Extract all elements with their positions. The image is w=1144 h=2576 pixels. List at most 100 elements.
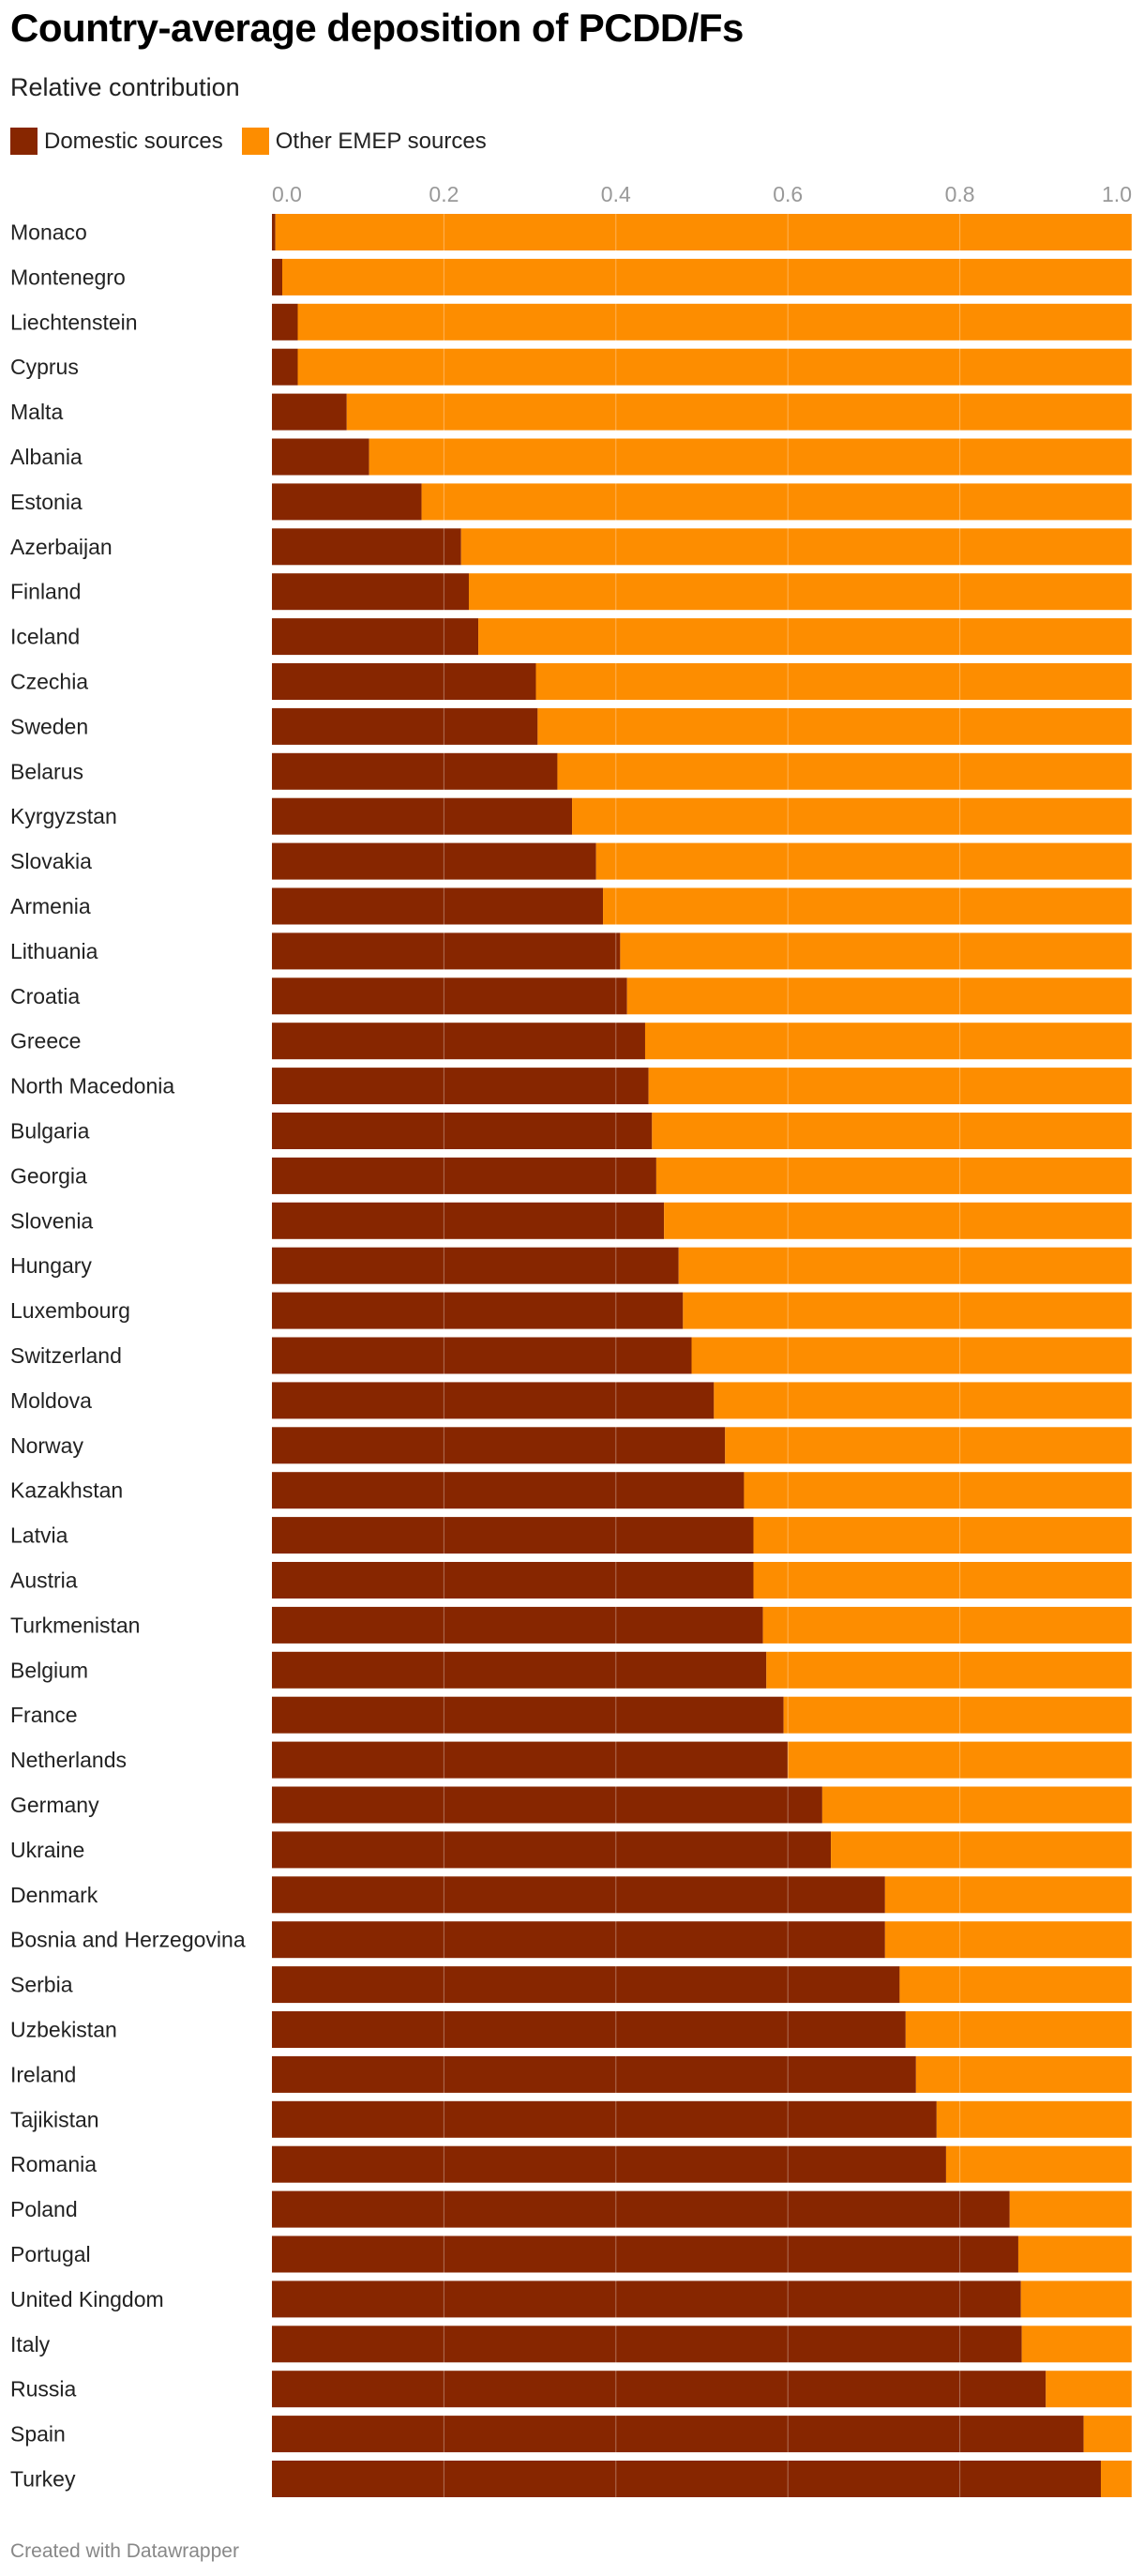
bar-domestic bbox=[272, 2461, 1101, 2497]
bar-other bbox=[1046, 2371, 1132, 2408]
bar-other bbox=[369, 438, 1133, 476]
bar-domestic bbox=[272, 1247, 679, 1284]
category-label: Poland bbox=[10, 2197, 78, 2221]
bar-other bbox=[460, 528, 1132, 566]
bar-domestic bbox=[272, 348, 298, 386]
legend-label-domestic: Domestic sources bbox=[44, 128, 223, 154]
bar-domestic bbox=[272, 1966, 900, 2004]
bar-other bbox=[282, 258, 1132, 295]
bar-other bbox=[537, 707, 1132, 745]
bar-domestic bbox=[272, 1472, 745, 1509]
category-label: Turkey bbox=[10, 2467, 76, 2492]
bar-domestic bbox=[272, 1427, 726, 1464]
bar-domestic bbox=[272, 1921, 885, 1959]
bar-other bbox=[535, 663, 1132, 700]
bar-other bbox=[664, 1202, 1132, 1239]
category-label: Albania bbox=[10, 445, 83, 469]
bar-domestic bbox=[272, 1517, 754, 1554]
category-label: Spain bbox=[10, 2422, 66, 2447]
bar-other bbox=[1100, 2461, 1132, 2497]
bar-domestic bbox=[272, 2055, 916, 2093]
x-tick-label: 0.2 bbox=[429, 182, 459, 206]
category-label: Serbia bbox=[10, 1973, 73, 1997]
bar-other bbox=[683, 1292, 1132, 1329]
bar-other bbox=[346, 393, 1132, 431]
bar-other bbox=[1009, 2190, 1132, 2228]
x-tick-label: 0.6 bbox=[773, 182, 803, 206]
bar-other bbox=[762, 1606, 1132, 1644]
bar-other bbox=[678, 1247, 1132, 1284]
bar-domestic bbox=[272, 1382, 715, 1419]
bar-other bbox=[753, 1517, 1132, 1554]
bar-other bbox=[714, 1382, 1132, 1419]
bar-domestic bbox=[272, 2326, 1022, 2363]
category-label: Malta bbox=[10, 400, 63, 424]
chart-subtitle: Relative contribution bbox=[10, 73, 240, 101]
category-label: Croatia bbox=[10, 984, 80, 1008]
bar-other bbox=[1021, 2326, 1132, 2363]
bar-other bbox=[652, 1113, 1132, 1149]
bar-domestic bbox=[272, 1831, 832, 1869]
category-label: Sweden bbox=[10, 714, 88, 738]
bar-other bbox=[297, 348, 1132, 386]
category-label: Cyprus bbox=[10, 355, 79, 379]
footer-credit: Created with Datawrapper bbox=[10, 2540, 239, 2562]
category-label: United Kingdom bbox=[10, 2287, 164, 2311]
stacked-bar-chart: 0.0 0.2 0.4 0.6 0.8 1.0 Monaco Montenegro Liecht… bbox=[10, 182, 1133, 2497]
legend: Domestic sources Other EMEP sources bbox=[10, 128, 505, 155]
category-label: Tajikistan bbox=[10, 2107, 99, 2131]
bar-other bbox=[655, 1157, 1132, 1194]
bar-domestic bbox=[272, 618, 479, 656]
category-label: Kyrgyzstan bbox=[10, 804, 117, 828]
bar-domestic bbox=[272, 214, 276, 250]
bar-other bbox=[788, 1741, 1132, 1779]
category-label: Slovenia bbox=[10, 1208, 93, 1233]
bar-domestic bbox=[272, 1696, 784, 1734]
bar-domestic bbox=[272, 1023, 645, 1060]
bar-domestic bbox=[272, 438, 369, 476]
category-label: Hungary bbox=[10, 1253, 92, 1278]
bar-domestic bbox=[272, 2371, 1046, 2408]
category-label: Greece bbox=[10, 1029, 81, 1053]
bar-domestic bbox=[272, 1337, 692, 1374]
bar-other bbox=[275, 214, 1133, 250]
category-label: Turkmenistan bbox=[10, 1613, 140, 1637]
bar-domestic bbox=[272, 393, 347, 431]
category-label: Portugal bbox=[10, 2242, 91, 2266]
bar-other bbox=[557, 752, 1132, 790]
category-label: Iceland bbox=[10, 625, 80, 649]
bar-domestic bbox=[272, 483, 422, 521]
category-label: Azerbaijan bbox=[10, 535, 113, 559]
bar-domestic bbox=[272, 1651, 767, 1689]
bar-other bbox=[572, 797, 1132, 835]
bar-other bbox=[644, 1023, 1132, 1060]
bar-domestic bbox=[272, 528, 461, 566]
bar-other bbox=[915, 2055, 1132, 2093]
bar-other bbox=[884, 1876, 1132, 1914]
bar-other bbox=[1020, 2281, 1132, 2318]
category-label: Italy bbox=[10, 2332, 51, 2356]
bar-domestic bbox=[272, 2190, 1010, 2228]
bar-domestic bbox=[272, 932, 621, 970]
bar-domestic bbox=[272, 2011, 906, 2048]
bar-domestic bbox=[272, 707, 538, 745]
bar-other bbox=[421, 483, 1133, 521]
category-label: Latvia bbox=[10, 1523, 68, 1548]
category-label: Germany bbox=[10, 1793, 99, 1817]
category-label: Armenia bbox=[10, 894, 91, 918]
bar-other bbox=[783, 1696, 1132, 1734]
legend-item-domestic: Domestic sources bbox=[10, 128, 223, 155]
bar-other bbox=[766, 1651, 1132, 1689]
bar-other bbox=[691, 1337, 1132, 1374]
bar-domestic bbox=[272, 752, 558, 790]
category-label: Kazakhstan bbox=[10, 1478, 123, 1503]
category-label: Georgia bbox=[10, 1163, 87, 1188]
bar-other bbox=[595, 842, 1132, 880]
category-label: Lithuania bbox=[10, 939, 98, 963]
bar-other bbox=[945, 2145, 1132, 2183]
bar-other bbox=[478, 618, 1133, 656]
bar-domestic bbox=[272, 1202, 665, 1239]
bar-other bbox=[626, 977, 1132, 1015]
x-tick-label: 1.0 bbox=[1102, 182, 1132, 206]
category-label: Luxembourg bbox=[10, 1298, 130, 1323]
